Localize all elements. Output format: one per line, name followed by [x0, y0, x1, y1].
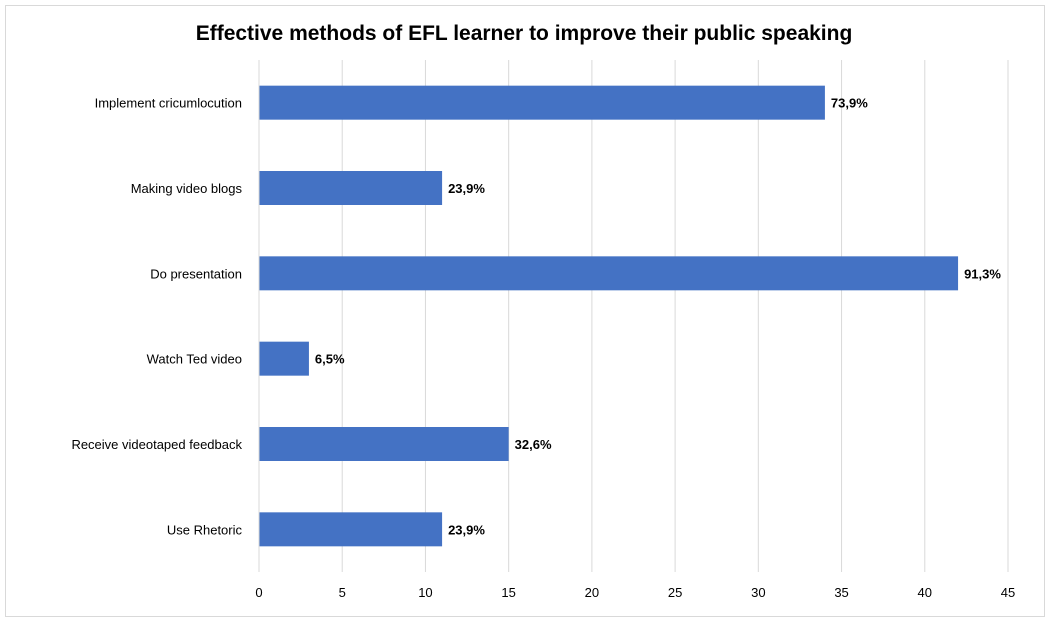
x-tick-label: 40 [918, 585, 932, 600]
category-label: Receive videotaped feedback [71, 437, 242, 452]
x-tick-label: 15 [501, 585, 515, 600]
bar [259, 512, 443, 547]
x-tick-label: 20 [585, 585, 599, 600]
bar [259, 341, 309, 376]
bar [259, 256, 959, 291]
category-label: Use Rhetoric [167, 522, 243, 537]
x-tick-label: 45 [1001, 585, 1015, 600]
category-label: Making video blogs [131, 181, 243, 196]
x-tick-label: 30 [751, 585, 765, 600]
bar [259, 171, 443, 205]
data-label: 23,9% [448, 522, 485, 537]
x-tick-label: 35 [834, 585, 848, 600]
x-tick-label: 10 [418, 585, 432, 600]
data-label: 73,9% [831, 96, 868, 111]
bar [259, 85, 825, 120]
category-label: Implement cricumlocution [95, 96, 242, 111]
data-label: 6,5% [315, 352, 345, 367]
data-label: 91,3% [964, 266, 1001, 281]
x-tick-label: 0 [255, 585, 262, 600]
data-label: 32,6% [515, 437, 552, 452]
category-label: Do presentation [150, 266, 242, 281]
data-label: 23,9% [448, 181, 485, 196]
bar [259, 427, 509, 461]
x-tick-label: 25 [668, 585, 682, 600]
x-tick-label: 5 [339, 585, 346, 600]
category-label: Watch Ted video [147, 352, 242, 367]
chart-title: Effective methods of EFL learner to impr… [195, 22, 853, 45]
